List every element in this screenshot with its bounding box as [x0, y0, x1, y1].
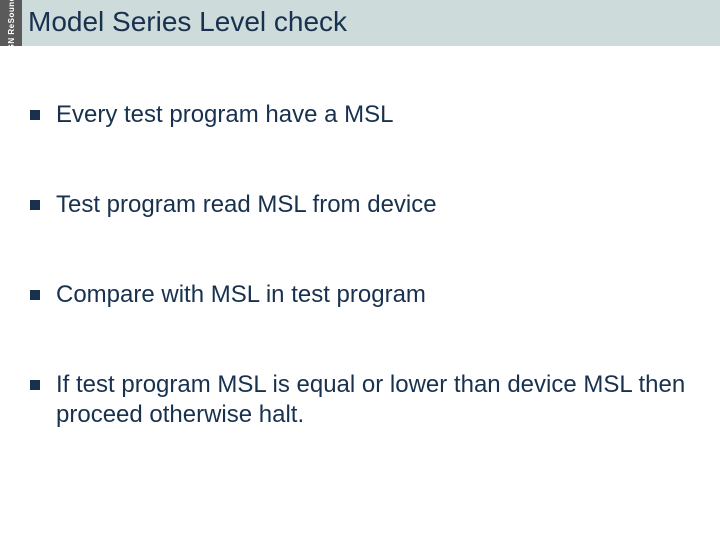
bullet-text: Test program read MSL from device [56, 190, 437, 220]
list-item: If test program MSL is equal or lower th… [30, 370, 690, 430]
page-title: Model Series Level check [28, 6, 347, 38]
bullet-list: Every test program have a MSL Test progr… [30, 100, 690, 490]
bullet-text: If test program MSL is equal or lower th… [56, 370, 690, 430]
bullet-square-icon [30, 290, 40, 300]
brand-label: GN ReSound [7, 0, 16, 50]
bullet-text: Every test program have a MSL [56, 100, 393, 130]
list-item: Test program read MSL from device [30, 190, 690, 220]
bullet-square-icon [30, 110, 40, 120]
header-band: GN ReSound Model Series Level check [0, 0, 720, 46]
list-item: Every test program have a MSL [30, 100, 690, 130]
bullet-text: Compare with MSL in test program [56, 280, 426, 310]
list-item: Compare with MSL in test program [30, 280, 690, 310]
brand-tab: GN ReSound [0, 0, 22, 46]
bullet-square-icon [30, 380, 40, 390]
bullet-square-icon [30, 200, 40, 210]
